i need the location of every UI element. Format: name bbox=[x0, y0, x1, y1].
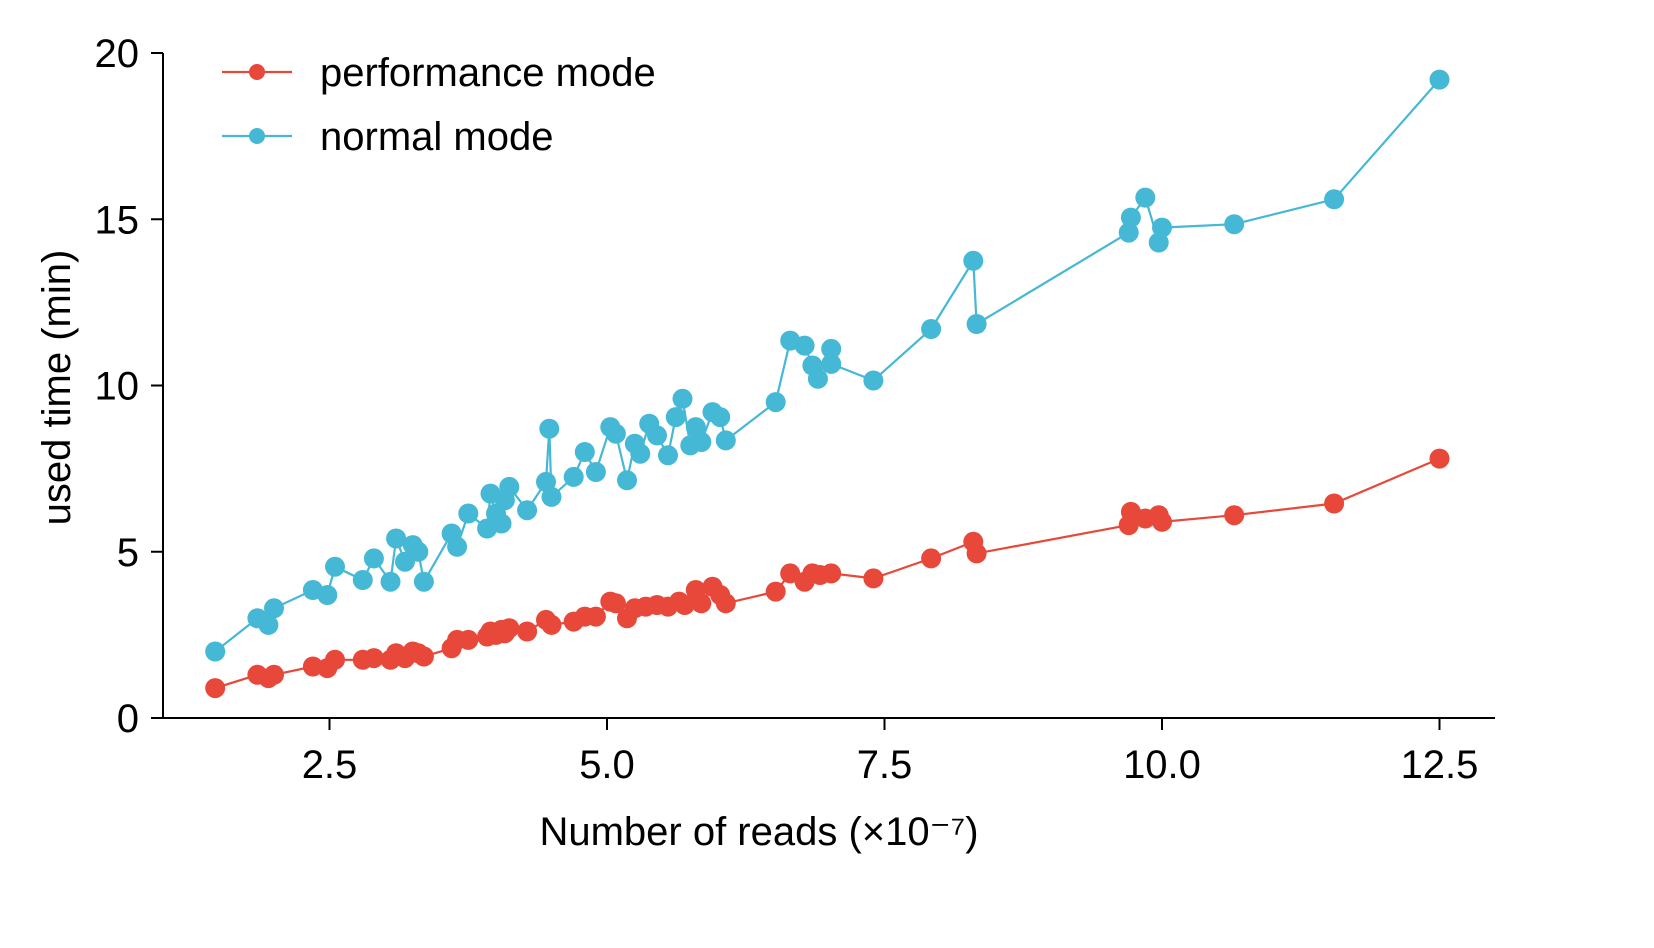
legend: performance mode normal mode bbox=[222, 51, 656, 159]
data-point bbox=[647, 425, 667, 446]
legend-item: performance mode bbox=[222, 51, 656, 95]
data-point bbox=[1120, 207, 1141, 228]
data-point bbox=[765, 392, 786, 413]
data-point bbox=[499, 618, 520, 639]
data-point bbox=[963, 250, 984, 271]
data-point bbox=[352, 570, 373, 590]
data-point bbox=[1224, 505, 1245, 526]
data-point bbox=[1135, 187, 1156, 208]
data-point bbox=[715, 593, 736, 614]
y-tick-label: 10 bbox=[95, 365, 140, 409]
data-point bbox=[536, 471, 556, 492]
data-point bbox=[665, 407, 686, 428]
x-tick-label: 12.5 bbox=[1401, 743, 1479, 787]
legend-marker bbox=[249, 128, 265, 144]
data-point bbox=[413, 571, 434, 592]
data-point bbox=[491, 513, 512, 534]
data-point bbox=[691, 593, 712, 614]
data-point bbox=[541, 486, 562, 507]
data-point bbox=[574, 442, 595, 462]
data-point bbox=[1152, 511, 1172, 532]
data-point bbox=[821, 338, 842, 359]
legend-label: normal mode bbox=[320, 115, 553, 159]
data-point bbox=[674, 595, 695, 615]
data-point bbox=[821, 563, 842, 584]
data-point bbox=[1324, 493, 1345, 514]
y-tick-label: 20 bbox=[95, 32, 140, 76]
data-point bbox=[325, 649, 345, 670]
data-point bbox=[1118, 222, 1139, 243]
data-point bbox=[264, 598, 284, 619]
data-point bbox=[672, 388, 693, 409]
data-point bbox=[563, 466, 584, 487]
data-point bbox=[605, 423, 626, 444]
data-point bbox=[458, 629, 479, 650]
data-point bbox=[1429, 69, 1450, 90]
data-point bbox=[863, 568, 884, 589]
data-point bbox=[205, 641, 226, 662]
series-performance-mode bbox=[205, 448, 1450, 699]
data-point bbox=[1152, 217, 1172, 238]
y-ticks: 0 5 10 15 20 bbox=[95, 32, 163, 741]
x-tick-label: 7.5 bbox=[857, 743, 913, 787]
data-point bbox=[380, 571, 401, 592]
data-point bbox=[765, 581, 786, 602]
data-point bbox=[617, 470, 637, 491]
data-point bbox=[317, 585, 338, 605]
data-point bbox=[1324, 189, 1345, 210]
data-point bbox=[807, 368, 828, 389]
data-point bbox=[408, 541, 429, 562]
data-point bbox=[541, 614, 562, 635]
data-point bbox=[921, 319, 942, 339]
data-point bbox=[205, 678, 226, 699]
data-point bbox=[585, 462, 606, 482]
data-point bbox=[363, 648, 384, 669]
x-tick-label: 5.0 bbox=[579, 743, 635, 787]
data-point bbox=[386, 528, 407, 549]
data-point bbox=[258, 614, 279, 635]
legend-label: performance mode bbox=[320, 51, 656, 95]
y-tick-label: 5 bbox=[117, 531, 139, 575]
data-point bbox=[539, 418, 560, 439]
data-point bbox=[863, 370, 884, 391]
data-point bbox=[1429, 448, 1450, 469]
data-point bbox=[966, 314, 987, 334]
y-axis-label: used time (min) bbox=[35, 250, 79, 526]
data-point bbox=[363, 548, 384, 569]
data-point bbox=[630, 443, 651, 464]
data-point bbox=[691, 432, 712, 452]
data-point bbox=[715, 430, 736, 451]
data-point bbox=[1148, 232, 1169, 253]
series-normal-mode bbox=[205, 69, 1450, 662]
x-tick-label: 10.0 bbox=[1123, 743, 1201, 787]
data-point bbox=[794, 335, 815, 356]
x-ticks: 2.5 5.0 7.5 10.0 12.5 bbox=[302, 718, 1479, 787]
data-point bbox=[821, 353, 842, 374]
data-point bbox=[658, 445, 678, 466]
x-tick-label: 2.5 bbox=[302, 743, 358, 787]
data-point bbox=[710, 407, 731, 428]
data-point bbox=[264, 664, 284, 685]
data-point bbox=[605, 593, 626, 614]
legend-marker bbox=[249, 64, 265, 80]
series-layer bbox=[205, 69, 1450, 699]
legend-item: normal mode bbox=[222, 115, 553, 159]
data-point bbox=[585, 606, 606, 627]
y-tick-label: 0 bbox=[117, 697, 139, 741]
data-point bbox=[517, 621, 538, 642]
data-point bbox=[517, 500, 538, 521]
data-point bbox=[413, 646, 434, 667]
data-point bbox=[966, 543, 987, 564]
data-point bbox=[499, 476, 520, 497]
data-point bbox=[325, 556, 345, 577]
x-axis-label: Number of reads (×10⁻⁷) bbox=[539, 810, 978, 854]
data-point bbox=[1224, 214, 1245, 235]
data-point bbox=[447, 536, 468, 557]
data-point bbox=[921, 548, 942, 569]
data-point bbox=[458, 503, 479, 524]
y-tick-label: 15 bbox=[95, 198, 140, 242]
axes: 0 5 10 15 20 2.5 5.0 7.5 10.0 12.5 bbox=[95, 32, 1495, 787]
